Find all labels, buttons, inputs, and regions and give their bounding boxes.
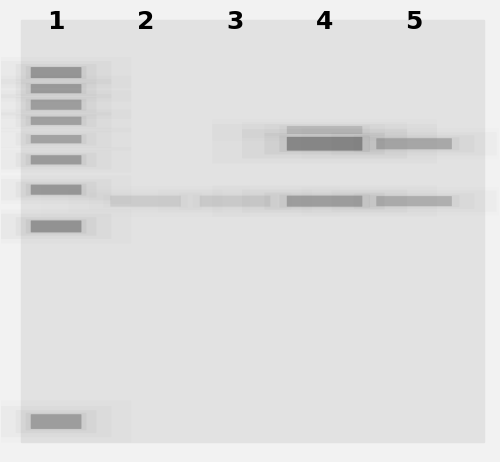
FancyBboxPatch shape: [30, 414, 82, 429]
FancyBboxPatch shape: [26, 66, 86, 79]
FancyBboxPatch shape: [287, 126, 362, 134]
FancyBboxPatch shape: [110, 195, 181, 207]
FancyBboxPatch shape: [280, 135, 370, 152]
FancyBboxPatch shape: [30, 100, 82, 110]
FancyBboxPatch shape: [30, 185, 82, 195]
FancyBboxPatch shape: [26, 184, 86, 195]
FancyBboxPatch shape: [26, 83, 86, 94]
FancyBboxPatch shape: [30, 84, 82, 93]
FancyBboxPatch shape: [30, 220, 82, 232]
FancyBboxPatch shape: [376, 196, 452, 206]
Text: 2: 2: [137, 10, 154, 34]
Text: 4: 4: [316, 10, 334, 34]
Text: 1: 1: [48, 10, 65, 34]
FancyBboxPatch shape: [376, 138, 452, 149]
FancyBboxPatch shape: [287, 137, 362, 151]
FancyBboxPatch shape: [26, 134, 86, 144]
FancyBboxPatch shape: [26, 154, 86, 165]
FancyBboxPatch shape: [264, 133, 384, 154]
Text: 5: 5: [406, 10, 423, 34]
FancyBboxPatch shape: [26, 413, 86, 430]
FancyBboxPatch shape: [26, 116, 86, 126]
FancyBboxPatch shape: [26, 219, 86, 233]
FancyBboxPatch shape: [30, 155, 82, 164]
FancyBboxPatch shape: [30, 67, 82, 78]
FancyBboxPatch shape: [30, 135, 82, 143]
FancyBboxPatch shape: [200, 195, 270, 207]
FancyBboxPatch shape: [287, 195, 362, 207]
FancyBboxPatch shape: [30, 116, 82, 125]
FancyBboxPatch shape: [26, 99, 86, 111]
Text: 3: 3: [226, 10, 244, 34]
FancyBboxPatch shape: [280, 195, 370, 208]
